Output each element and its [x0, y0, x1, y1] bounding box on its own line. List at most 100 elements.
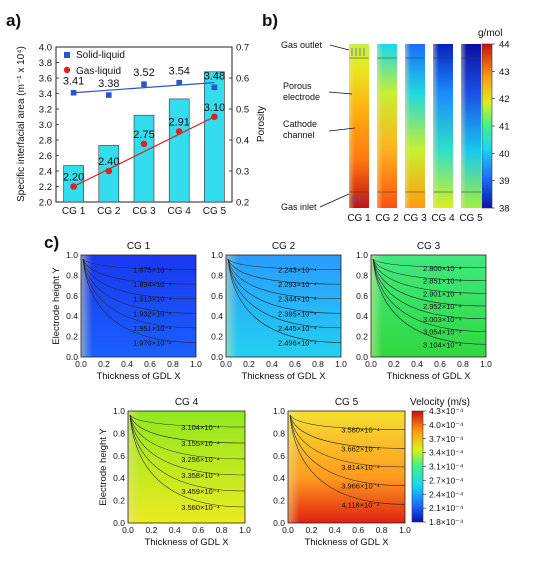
panel-label-a: a) — [6, 11, 21, 30]
x-tick-label: 1.0 — [399, 525, 411, 535]
y-tick-label: 0.4 — [356, 311, 368, 321]
colorbar-tick-label: 3.7×10⁻⁴ — [429, 434, 464, 444]
x-tick-label: 0.6 — [352, 525, 364, 535]
contour-line — [289, 414, 406, 468]
map-field — [371, 255, 486, 357]
legend-label-solid-liquid: Solid-liquid — [76, 50, 125, 61]
x-tick-label: CG 4 — [168, 206, 192, 217]
contour-line — [372, 258, 487, 269]
contour-line — [289, 414, 406, 449]
annotation-porous-electrode-1: Porous — [283, 81, 312, 91]
y-axis-label: Electrode height Y — [98, 428, 109, 506]
contour-label: 2.395×10⁻⁴ — [278, 309, 317, 318]
x-tick-label: CG 5 — [203, 206, 227, 217]
contour-label: 4.118×10⁻⁴ — [341, 500, 379, 509]
solid-liquid-point — [176, 79, 182, 86]
contour-line — [372, 258, 487, 281]
x-tick-label: 1.0 — [239, 525, 251, 535]
contour-label: 3.966×10⁻⁴ — [341, 482, 380, 491]
y-tick-label: 0.6 — [66, 291, 78, 301]
annotation-arrow — [328, 127, 356, 132]
x-tick-label: 0.8 — [376, 525, 388, 535]
y-tick-label: 1.0 — [356, 250, 368, 260]
bar-value-label: 2.40 — [98, 156, 119, 168]
contour-label: 1.913×10⁻⁴ — [133, 295, 172, 304]
y2-tick-label: 0.6 — [236, 74, 249, 85]
contour-line — [129, 414, 246, 476]
y-tick-label: 1.0 — [66, 250, 78, 260]
contour-line — [82, 258, 197, 329]
gas-liquid-point — [175, 128, 183, 135]
y-tick-label: 1.0 — [113, 406, 125, 416]
panel-c-colorbar: 4.3×10⁻⁴ 4.0×10⁻⁴ 3.7×10⁻⁴ 3.4×10⁻⁴ 3.1×10⁻⁴… — [410, 397, 470, 527]
y-tick-label: 2.2 — [39, 182, 52, 193]
solid-liquid-fit-line — [73, 82, 215, 94]
x-tick-label: 0.4 — [169, 525, 181, 535]
y-tick-label: 0.8 — [66, 270, 78, 280]
colorbar-title: Velocity (m/s) — [410, 397, 470, 408]
x-tick-label: 1.0 — [190, 359, 202, 369]
y2-tick-label: 0.7 — [236, 43, 249, 54]
y-tick-label: 0.4 — [273, 473, 285, 483]
annotation-gas-inlet: Gas inlet — [281, 202, 317, 212]
contour-map: 3.560×10⁻⁴ 3.662×10⁻⁴ 3.814×10⁻⁴ 3.966×10⁻⁴… — [273, 397, 411, 548]
y-tick-label: 0.0 — [113, 518, 125, 528]
y-tick-label: 0.4 — [113, 473, 125, 483]
map-title: CG 1 — [127, 241, 151, 252]
solid-liquid-point — [141, 81, 147, 87]
x-tick-label: 0.8 — [167, 359, 179, 369]
x-tick-label: 0.6 — [144, 359, 156, 369]
solid-liquid-value-label: 3.54 — [168, 66, 189, 78]
y-tick-label: 0.4 — [211, 311, 223, 321]
bar-value-label: 3.10 — [204, 102, 225, 114]
contour-label: 2.243×10⁻⁴ — [278, 266, 317, 275]
contour-line — [82, 258, 197, 285]
x-tick-label: 1.0 — [480, 359, 492, 369]
panel-c-contours: 1.875×10⁻⁴ 1.894×10⁻⁴ 1.913×10⁻⁴ 1.932×10⁻⁴… — [51, 241, 492, 548]
contour-label: 2.901×10⁻⁴ — [423, 289, 462, 298]
x-axis-label: Thickness of GDL X — [96, 371, 181, 382]
x-axis-ticks: CG 1 CG 2 CG 3 CG 4 CG 5 — [62, 206, 227, 217]
x-tick-label: 0.0 — [365, 359, 377, 369]
map-field — [128, 411, 245, 523]
x-tick-label: 0.2 — [305, 525, 317, 535]
contour-label: 2.496×10⁻⁴ — [278, 338, 317, 347]
contour-line — [82, 258, 197, 270]
contour-line — [372, 258, 487, 294]
contour-map: 1.875×10⁻⁴ 1.894×10⁻⁴ 1.913×10⁻⁴ 1.932×10⁻⁴… — [51, 241, 202, 382]
x-tick-label: CG 5 — [459, 213, 483, 224]
contour-label: 1.932×10⁻⁴ — [133, 309, 172, 318]
contour-line — [227, 258, 342, 314]
gdl-shading — [226, 255, 238, 357]
contour-label: 3.003×10⁻⁴ — [423, 315, 462, 324]
y-tick-label: 0.8 — [113, 428, 125, 438]
contour-label: 3.560×10⁻⁴ — [181, 503, 220, 512]
map-title: CG 3 — [417, 241, 441, 252]
y-tick-label: 1.0 — [211, 250, 223, 260]
contour-label: 1.970×10⁻⁴ — [133, 338, 172, 347]
y-tick-label: 0.0 — [273, 518, 285, 528]
bar-value-label: 2.75 — [133, 129, 154, 141]
colorbar-tick-label: 2.7×10⁻⁴ — [429, 475, 464, 485]
contour-line — [82, 258, 197, 314]
colorbar-ticks: 44 43 42 41 40 39 38 — [492, 40, 510, 215]
contour-label: 3.104×10⁻⁴ — [423, 340, 462, 349]
bar-value-label: 2.20 — [63, 172, 84, 184]
annotation-cathode-channel-1: Cathode — [283, 119, 317, 129]
bar — [168, 98, 190, 203]
contour-label: 1.875×10⁻⁴ — [133, 266, 172, 275]
map-title: CG 5 — [335, 397, 359, 408]
gas-liquid-point — [211, 113, 218, 121]
x-tick-label: CG 4 — [431, 213, 455, 224]
y-tick-label: 0.0 — [211, 352, 223, 362]
map-field — [226, 255, 341, 357]
electrode-shading — [349, 44, 355, 208]
contour-label: 2.344×10⁻⁴ — [278, 295, 317, 304]
contour-line — [289, 414, 406, 505]
x-tick-label: 0.0 — [282, 525, 294, 535]
solid-liquid-value-label: 3.48 — [204, 70, 225, 82]
contour-label: 3.662×10⁻⁴ — [341, 444, 380, 453]
contour-line — [129, 414, 246, 428]
x-tick-label: CG 1 — [347, 213, 371, 224]
gas-liquid-point — [105, 167, 113, 175]
